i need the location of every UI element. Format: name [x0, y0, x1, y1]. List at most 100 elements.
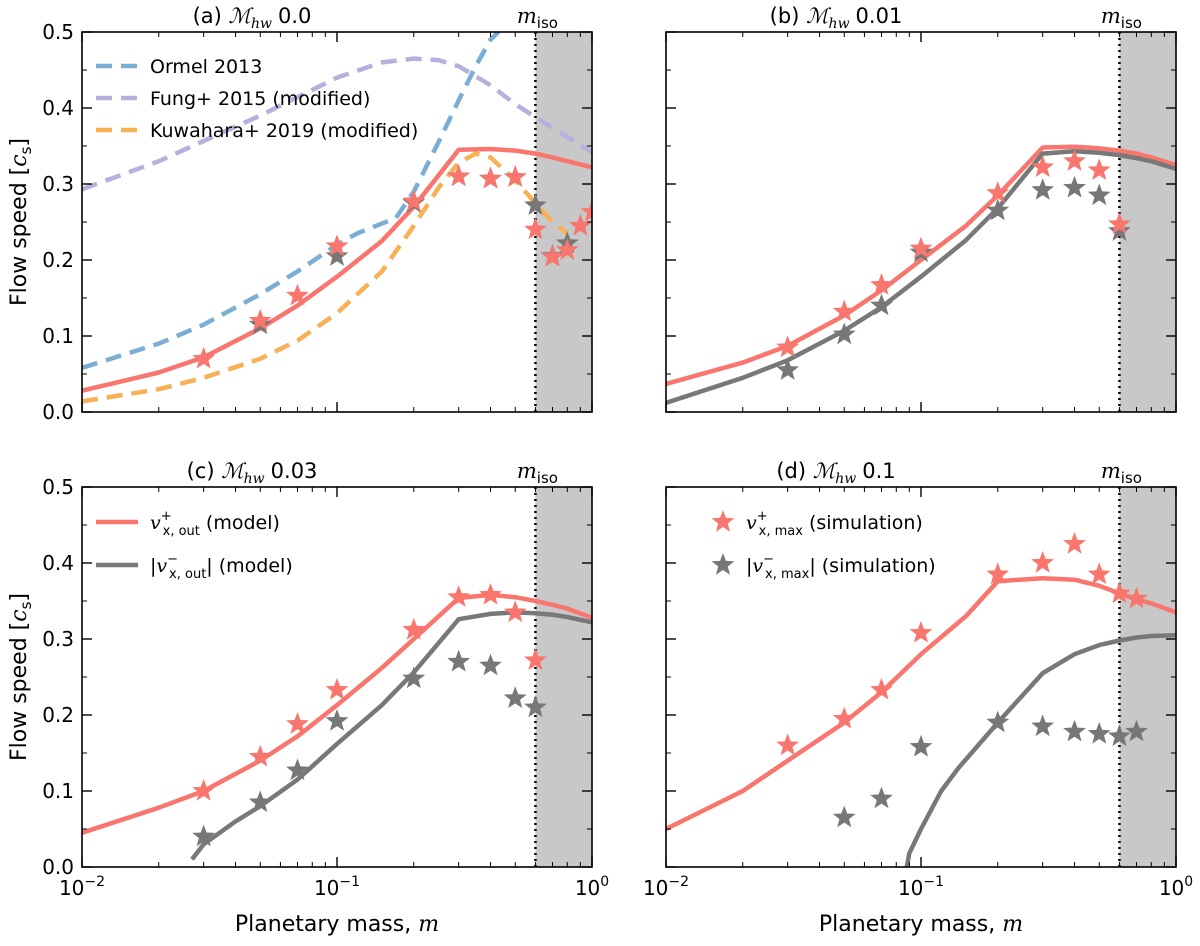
sim_pos-marker — [524, 217, 547, 240]
sim_pos-marker — [286, 283, 309, 306]
panel-title: (d) ℳhw 0.1 — [776, 459, 895, 487]
sim_pos-marker — [524, 648, 547, 670]
sim_neg-marker — [832, 805, 856, 828]
legend-fung-label: Fung+ 2015 (modified) — [150, 88, 370, 110]
x-ticks — [81, 32, 593, 412]
series-model_neg-line — [190, 610, 592, 861]
y-tick-label: 0.5 — [42, 20, 74, 44]
y-tick-label: 0.1 — [42, 779, 74, 803]
sim_pos-marker — [870, 273, 893, 295]
x-ticks: 10−2 10−1 100 — [59, 487, 609, 900]
sim_neg-marker — [1087, 722, 1111, 744]
x-tick-label: 10−2 — [59, 874, 105, 900]
sim_neg-marker — [986, 710, 1010, 733]
series-model_pos-line — [82, 146, 592, 393]
y-tick-label: 0.0 — [42, 400, 74, 424]
sim_pos-marker — [776, 733, 800, 756]
sim_pos-marker — [402, 189, 426, 212]
sim_neg-marker — [870, 786, 893, 809]
sim_neg-marker — [524, 193, 547, 215]
sim_pos-marker — [832, 706, 856, 729]
sim_neg-marker — [1063, 719, 1086, 742]
series-model_neg-line — [904, 632, 1176, 867]
y-axis-label: Flow speed [cs] — [7, 138, 35, 306]
sim_neg-marker — [447, 649, 471, 672]
sim_pos-marker — [479, 582, 502, 605]
sim_pos-marker — [909, 620, 933, 643]
sim_neg-marker — [986, 198, 1010, 221]
series-ormel-line — [82, 32, 501, 371]
sim_pos-marker — [986, 562, 1010, 585]
panel-title: (c) ℳhw 0.03 — [187, 459, 318, 487]
y-tick-label: 0.1 — [42, 324, 74, 348]
sim_neg-marker — [1031, 178, 1055, 200]
sim_neg-marker — [325, 709, 349, 731]
y-ticks: 0.0 0.1 0.2 0.3 0.4 0.5 — [42, 475, 592, 879]
sim_pos-marker — [286, 712, 309, 734]
series-model_pos-line — [82, 592, 592, 835]
legend-a: Ormel 2013 Fung+ 2015 (modified) Kuwahara+… — [96, 56, 418, 142]
sim_neg-marker — [286, 758, 309, 781]
legend-sim-neg-swatch — [711, 553, 735, 575]
axes-frame — [665, 486, 1177, 868]
miso-label: miso — [1101, 459, 1142, 487]
sim_neg-marker — [192, 824, 216, 847]
sim_neg-marker — [1125, 719, 1148, 742]
series-fung-line — [82, 56, 592, 192]
y-axis-label: Flow speed [cs] — [7, 593, 35, 761]
sim_pos-marker — [192, 779, 216, 801]
miso-label: miso — [1101, 4, 1142, 32]
sim_pos-marker — [1108, 581, 1131, 604]
y-tick-label: 0.5 — [42, 475, 74, 499]
markers — [776, 532, 1148, 828]
sim_neg-marker — [1108, 724, 1131, 746]
y-tick-label: 0.2 — [42, 248, 74, 272]
x-axis-label: Planetary mass, m — [819, 912, 1023, 937]
sim_pos-marker — [832, 299, 856, 322]
sim_neg-marker — [248, 790, 272, 813]
x-tick-label: 10−1 — [898, 874, 944, 900]
sim_neg-marker — [479, 653, 502, 676]
sim_pos-marker — [1125, 586, 1148, 609]
sim_neg-marker — [1031, 714, 1055, 737]
x-tick-label: 10−1 — [314, 874, 360, 900]
sim_neg-marker — [325, 244, 349, 266]
markers — [192, 164, 592, 369]
sim_pos-marker — [986, 181, 1010, 203]
panel-a: 0.0 0.1 0.2 0.3 0.4 0.5 (a) ℳhw 0.0 miso Flow spe… — [7, 4, 593, 424]
legend-d: v+ x, max (simulation) |v− x, max| (simulat… — [711, 509, 936, 582]
series-model_pos-line — [666, 575, 1176, 832]
legend-model-neg-label: |v− x, out| (model) — [150, 552, 293, 582]
sim_pos-marker — [1108, 212, 1131, 234]
y-ticks — [666, 486, 1176, 868]
sim_pos-marker — [479, 166, 502, 189]
sim_pos-marker — [1087, 158, 1111, 181]
sim_neg-marker — [524, 695, 547, 718]
sim_pos-marker — [1031, 551, 1055, 573]
series-model_pos-line — [666, 144, 1176, 387]
legend-sim-pos-label: v+ x, max (simulation) — [746, 509, 923, 539]
markers — [776, 149, 1131, 380]
y-tick-label: 0.0 — [42, 855, 74, 879]
sim_pos-marker — [1063, 532, 1086, 554]
y-ticks: 0.0 0.1 0.2 0.3 0.4 0.5 — [42, 20, 592, 424]
sim_pos-marker — [870, 677, 893, 700]
panel-d: 10−2 10−1 100 (d) ℳhw 0.1 miso Planetary mass,… — [643, 459, 1193, 937]
panel-b: (b) ℳhw 0.01 miso — [665, 4, 1177, 413]
x-tick-label: 100 — [575, 874, 609, 900]
sim_pos-marker — [1063, 149, 1086, 171]
sim_pos-marker — [503, 600, 527, 623]
legend-sim-neg-label: |v− x, max| (simulation) — [746, 552, 936, 582]
sim_pos-marker — [909, 236, 933, 259]
legend-c: v+ x, out (model) |v− x, out| (model) — [96, 509, 293, 582]
sim_pos-marker — [447, 585, 471, 607]
sim_pos-marker — [541, 244, 564, 267]
isolation-region — [535, 487, 592, 867]
sim_neg-marker — [870, 293, 893, 316]
x-ticks — [665, 32, 1177, 412]
x-tick-label: 100 — [1159, 874, 1193, 900]
panel-title: (b) ℳhw 0.01 — [770, 4, 903, 32]
sim_pos-marker — [555, 238, 579, 260]
sim_pos-marker — [248, 308, 272, 331]
